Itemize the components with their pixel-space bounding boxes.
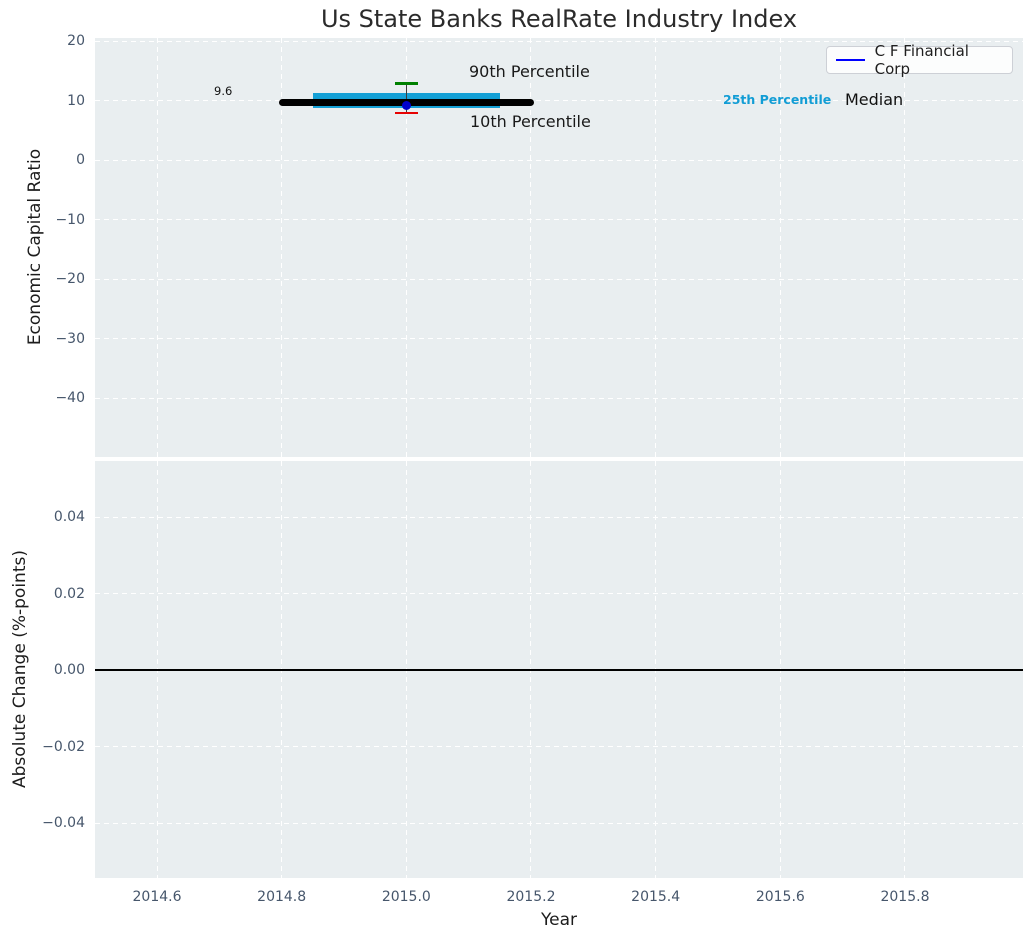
x-tick-label: 2014.8 <box>257 889 307 905</box>
y-tick-label: −10 <box>55 211 85 228</box>
p25-percentile-annotation: 25th Percentile <box>723 92 832 107</box>
company-point <box>401 101 411 111</box>
x-tick-label: 2015.6 <box>755 889 805 905</box>
y-tick-label: −20 <box>55 271 85 288</box>
x-tick-label: 2015.0 <box>381 889 431 905</box>
y-tick-label: 0 <box>76 152 85 169</box>
y-tick-label: 20 <box>67 33 85 49</box>
y-tick-label: −0.02 <box>42 738 85 755</box>
x-tick-label: 2015.8 <box>880 889 930 905</box>
x-tick-label: 2014.6 <box>132 889 182 905</box>
bottom-plot-area <box>95 461 1023 878</box>
y-tick-label: −40 <box>55 390 85 407</box>
p10-percentile-annotation: 10th Percentile <box>470 112 591 131</box>
x-tick-label: 2015.2 <box>506 889 556 905</box>
x-gridline <box>530 38 532 457</box>
y-tick-label: 0.04 <box>53 509 85 525</box>
x-gridline <box>655 38 657 457</box>
x-gridline <box>281 38 283 457</box>
y-axis-label-top: Economic Capital Ratio <box>25 148 45 346</box>
legend-line-swatch <box>836 59 865 61</box>
y-gridline <box>95 100 1023 102</box>
y-tick-label: 10 <box>67 92 85 109</box>
y-tick-label: −30 <box>55 330 85 347</box>
legend-label: C F Financial Corp <box>874 42 969 78</box>
median-label-annotation: Median <box>845 90 904 109</box>
x-gridline <box>405 38 407 457</box>
y-gridline <box>95 746 1023 747</box>
y-gridline <box>95 593 1023 594</box>
y-gridline <box>95 338 1023 340</box>
chart-title: Us State Banks RealRate Industry Index <box>320 5 798 33</box>
y-gridline <box>95 159 1023 161</box>
y-gridline <box>95 219 1023 221</box>
x-gridline <box>779 38 781 457</box>
p90-whisker-cap <box>395 82 418 85</box>
y-tick-label: 0.00 <box>53 662 85 678</box>
x-tick-label: 2015.4 <box>631 889 681 905</box>
top-plot-area <box>95 38 1023 457</box>
x-axis-label: Year <box>541 910 577 930</box>
y-tick-label: 0.02 <box>53 585 85 602</box>
p90-percentile-annotation: 90th Percentile <box>469 62 590 81</box>
y-gridline <box>95 40 1023 42</box>
median-value-annotation: 9.6 <box>214 84 233 98</box>
y-tick-label: −0.04 <box>42 815 85 831</box>
zero-line <box>95 669 1023 671</box>
p10-whisker-cap <box>395 111 418 115</box>
y-gridline <box>95 278 1023 280</box>
x-gridline <box>904 38 906 457</box>
y-gridline <box>95 822 1023 824</box>
y-gridline <box>95 397 1023 399</box>
x-gridline <box>156 38 158 457</box>
legend: C F Financial Corp <box>826 42 1013 78</box>
whisker-line <box>405 83 408 114</box>
y-gridline <box>95 516 1023 518</box>
